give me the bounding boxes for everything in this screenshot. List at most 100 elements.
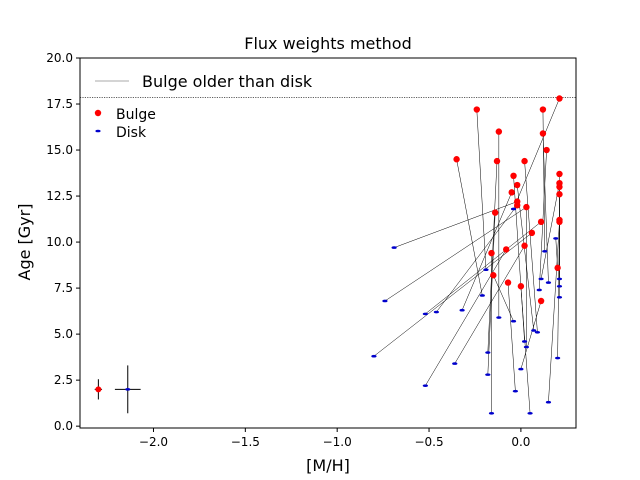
disk-point: [483, 268, 489, 271]
error-bars: [94, 365, 141, 414]
x-tick-label: −1.5: [231, 435, 260, 449]
bulge-point: [556, 95, 563, 102]
connector-line: [520, 300, 542, 370]
connector-line: [507, 282, 516, 392]
disk-point: [391, 246, 397, 249]
bulge-point: [537, 218, 545, 226]
bulge-point: [502, 246, 510, 253]
bulge-point: [488, 249, 495, 257]
disk-point: [556, 284, 563, 288]
legend-bulge-marker: [94, 109, 102, 117]
connector-line: [524, 161, 538, 333]
disk-point: [538, 277, 544, 281]
disk-point: [459, 308, 465, 312]
disk-point: [556, 296, 563, 299]
connector-line: [548, 221, 560, 403]
x-axis-label: [M/H]: [306, 456, 350, 475]
connector-line: [476, 109, 487, 270]
disk-point: [531, 329, 537, 332]
bulge-point: [514, 202, 521, 209]
disk-point: [422, 384, 428, 387]
y-tick-label: 15.0: [46, 143, 73, 157]
disk-point: [510, 207, 517, 211]
bulge-point: [521, 157, 528, 165]
disk-point: [496, 316, 502, 319]
legend-disk-marker: [95, 129, 101, 133]
bulge-point: [510, 172, 517, 180]
disk-point: [545, 400, 552, 404]
connector-line: [542, 133, 549, 283]
x-tick-label: 0.0: [511, 435, 530, 449]
disk-point: [422, 312, 428, 316]
connector-line: [513, 98, 560, 210]
disk-point: [512, 389, 518, 393]
bulge-point: [556, 218, 563, 226]
bulge-point: [491, 209, 499, 216]
connector-line: [557, 219, 560, 359]
bulge-points: [453, 95, 563, 305]
axis-ticks: −2.0 −1.5 −1.0 −0.5 0.0 0.0 2.5 5.0 7.5 10.0 12.5 1…: [46, 51, 530, 449]
y-tick-label: 7.5: [54, 281, 73, 295]
disk-point: [534, 330, 541, 334]
legend-disk-label: Disk: [116, 125, 147, 141]
bulge-point: [539, 130, 547, 137]
y-tick-label: 12.5: [46, 189, 73, 203]
connector-lines: [373, 98, 560, 414]
bulge-point: [523, 203, 530, 211]
legend-bulge-label: Bulge: [116, 107, 156, 123]
connector-line: [540, 183, 560, 279]
disk-point: [523, 345, 530, 349]
disk-point: [433, 310, 439, 314]
bulge-point: [517, 283, 525, 290]
bulge-point: [521, 242, 528, 249]
disk-point: [488, 411, 495, 415]
disk-point: [382, 299, 388, 303]
bulge-point: [539, 106, 547, 113]
connector-line: [384, 206, 527, 302]
bulge-point: [508, 189, 515, 196]
disk-point: [485, 351, 491, 354]
x-tick-label: −2.0: [139, 435, 168, 449]
bulge-point: [556, 191, 563, 198]
y-tick-label: 2.5: [54, 373, 73, 387]
y-tick-label: 20.0: [46, 51, 73, 65]
connector-line: [373, 232, 533, 357]
disk-point: [527, 411, 533, 415]
disk-point: [545, 281, 552, 284]
disk-point: [371, 354, 377, 358]
axes-frame: [79, 57, 577, 429]
connector-line: [487, 161, 498, 353]
connector-line: [425, 221, 542, 315]
bulge-point: [543, 146, 550, 154]
y-tick-label: 10.0: [46, 235, 73, 249]
connector-line: [461, 192, 512, 311]
bulge-point: [556, 183, 563, 191]
disk-point: [479, 294, 485, 297]
disk-point: [555, 356, 561, 360]
bulge-point: [528, 229, 536, 237]
y-axis-label: Age [Gyr]: [15, 204, 34, 281]
connector-line: [555, 238, 558, 268]
bulge-point: [537, 297, 545, 305]
connector-line: [516, 184, 534, 331]
bulge-point: [504, 279, 512, 286]
bulge-point: [473, 106, 480, 113]
disk-error-marker: [125, 388, 131, 391]
legend-line-label: Bulge older than disk: [142, 72, 313, 91]
disk-point: [518, 367, 524, 371]
x-tick-label: −0.5: [414, 435, 443, 449]
x-tick-label: −1.0: [323, 435, 352, 449]
disk-points: [371, 207, 563, 415]
disk-point: [485, 373, 491, 376]
y-tick-label: 17.5: [46, 97, 73, 111]
plot-area: −2.0 −1.5 −1.0 −0.5 0.0 0.0 2.5 5.0 7.5 10.0 12.5 1…: [46, 51, 577, 449]
disk-point: [556, 277, 563, 281]
disk-point: [521, 340, 528, 343]
disk-point: [542, 249, 548, 253]
bulge-point: [493, 157, 501, 165]
bulge-point: [554, 264, 561, 272]
bulge-point: [556, 170, 563, 178]
bulge-point: [514, 181, 521, 189]
connector-line: [456, 159, 483, 296]
